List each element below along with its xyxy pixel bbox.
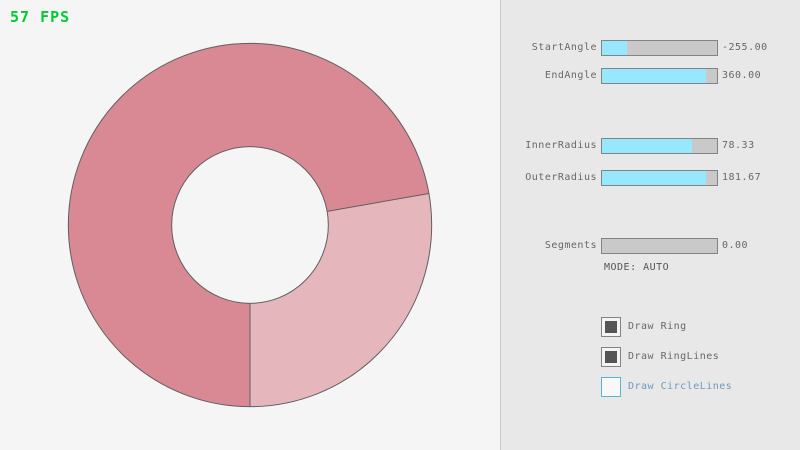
innerradius-slider[interactable] <box>601 138 718 154</box>
outerradius-slider[interactable] <box>601 170 718 186</box>
controls-panel: StartAngle -255.00 EndAngle 360.00 Inner… <box>500 0 800 450</box>
startangle-value: -255.00 <box>722 42 768 53</box>
slider-row-outerradius: OuterRadius 181.67 <box>501 170 800 186</box>
outerradius-slider-fill <box>602 171 707 185</box>
ring-radial-line-start <box>327 192 429 212</box>
slider-row-startangle: StartAngle -255.00 <box>501 40 800 56</box>
draw-ring-checkbox[interactable] <box>601 317 621 337</box>
mode-text: MODE: AUTO <box>604 262 670 273</box>
slider-row-endangle: EndAngle 360.00 <box>501 68 800 84</box>
segments-label: Segments <box>544 240 597 251</box>
endangle-slider[interactable] <box>601 68 718 84</box>
innerradius-label: InnerRadius <box>525 140 597 151</box>
slider-row-segments: Segments 0.00 <box>501 238 800 254</box>
innerradius-slider-fill <box>602 139 693 153</box>
checkbox-row-draw-ringlines: Draw RingLines <box>601 347 800 367</box>
ring-visualization <box>67 42 433 408</box>
endangle-label: EndAngle <box>544 70 597 81</box>
fps-counter: 57 FPS <box>10 8 71 26</box>
outerradius-label: OuterRadius <box>525 172 597 183</box>
draw-ringlines-checkbox[interactable] <box>601 347 621 367</box>
innerradius-value: 78.33 <box>722 140 755 151</box>
endangle-value: 360.00 <box>722 70 762 81</box>
ring-hole <box>171 146 329 304</box>
outerradius-value: 181.67 <box>722 172 762 183</box>
ring-canvas: 57 FPS <box>10 8 433 408</box>
draw-ringlines-label: Draw RingLines <box>628 351 720 362</box>
segments-slider[interactable] <box>601 238 718 254</box>
startangle-slider-fill <box>602 41 627 55</box>
segments-value: 0.00 <box>722 240 749 251</box>
slider-row-innerradius: InnerRadius 78.33 <box>501 138 800 154</box>
checkbox-row-draw-circlelines: Draw CircleLines <box>601 377 800 397</box>
draw-circlelines-label: Draw CircleLines <box>628 381 733 392</box>
startangle-slider[interactable] <box>601 40 718 56</box>
draw-ring-label: Draw Ring <box>628 321 687 332</box>
draw-circlelines-checkbox[interactable] <box>601 377 621 397</box>
checkbox-row-draw-ring: Draw Ring <box>601 317 800 337</box>
endangle-slider-fill <box>602 69 706 83</box>
startangle-label: StartAngle <box>531 42 597 53</box>
